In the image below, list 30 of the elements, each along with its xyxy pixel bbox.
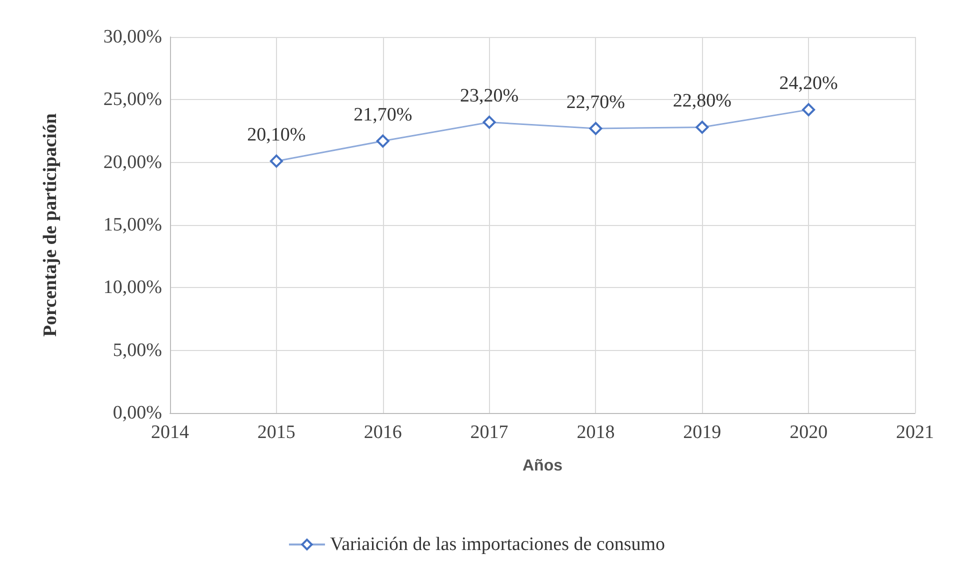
legend-label: Variaición de las importaciones de consumo [330,534,666,555]
x-tick-label: 2018 [576,422,615,443]
point [802,103,816,116]
data-label: 21,70% [354,104,412,126]
y-tick-label: 10,00% [103,277,162,298]
x-tick-label: 2015 [257,422,296,443]
data-label: 22,70% [566,92,626,113]
x-tick-label: 2014 [151,422,190,443]
y-tick-label: 20,00% [103,152,162,173]
data-label: 24,20% [779,73,838,94]
y-tick-label: 0,00% [112,402,162,424]
y-tick-label: 15,00% [103,214,162,236]
data-label: 22,80% [672,90,732,112]
y-tick-label: 25,00% [103,89,162,110]
x-tick-label: 2020 [790,422,828,443]
point [589,122,602,135]
point [482,116,496,129]
point [270,154,283,168]
data-label: 20,10% [247,124,306,146]
data-label: 23,20% [460,86,519,107]
y-axis-title: Porcentaje de participación [40,112,61,337]
y-tick-label: 30,00% [103,26,162,48]
x-tick-label: 2016 [364,422,402,443]
x-tick-label: 2021 [896,422,934,443]
x-axis-title: Años [522,458,563,474]
point [696,120,709,134]
point [376,134,390,148]
x-tick-label: 2019 [683,422,722,443]
x-tick-label: 2017 [470,422,508,443]
y-tick-label: 5,00% [112,340,162,361]
